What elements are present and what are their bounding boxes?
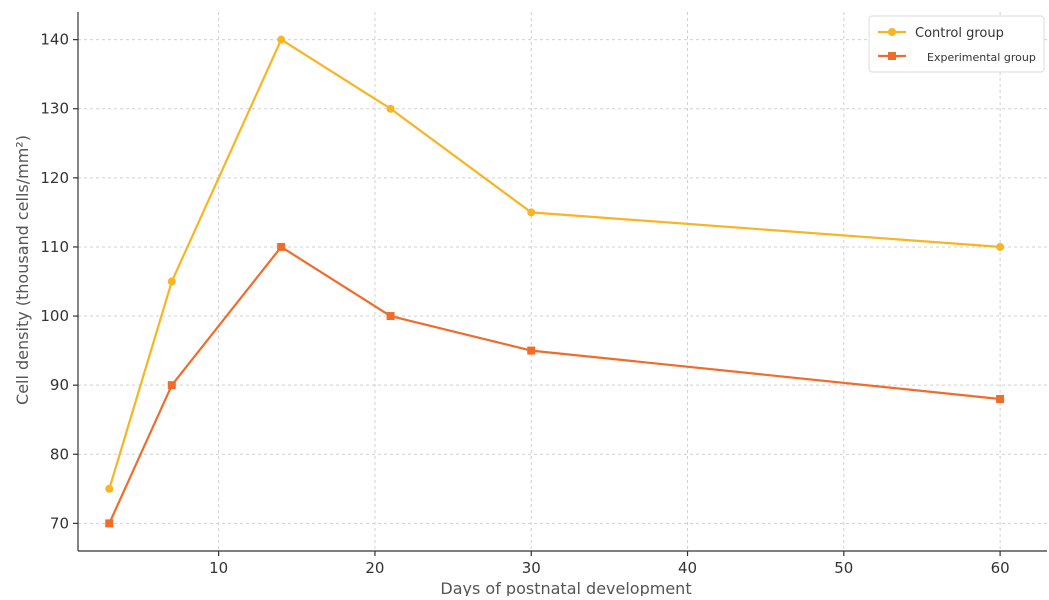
data-point-experimental: [527, 346, 536, 355]
y-tick-label: 130: [40, 100, 69, 118]
legend-marker-control: [888, 28, 896, 36]
series-line-experimental: [108, 245, 1001, 524]
data-point-control: [386, 104, 395, 113]
x-tick-label: 30: [522, 559, 541, 577]
x-tick-label: 40: [678, 559, 697, 577]
data-point-experimental: [996, 394, 1005, 403]
x-tick-label: 50: [834, 559, 853, 577]
data-point-experimental: [277, 242, 286, 251]
legend-marker-experimental: [888, 52, 896, 60]
data-point-experimental: [105, 519, 114, 528]
y-tick-label: 100: [40, 307, 69, 325]
data-point-control: [527, 208, 536, 217]
series-line-control: [108, 38, 1001, 490]
legend-label-experimental: Experimental group: [927, 51, 1036, 64]
y-tick-label: 140: [40, 31, 69, 49]
data-point-control: [167, 277, 176, 286]
legend-box: [868, 15, 1045, 73]
y-tick-label: 90: [50, 376, 69, 394]
y-tick-label: 110: [40, 238, 69, 256]
data-point-control: [105, 484, 114, 493]
data-point-control: [996, 242, 1005, 251]
legend: Control group Experimental group: [868, 15, 1045, 73]
grid: [78, 12, 1047, 551]
x-tick-label: 20: [365, 559, 384, 577]
data-point-experimental: [386, 312, 395, 321]
axes: 10 20 30 40 50 60 70 80 90 100 110 120 130 140: [40, 12, 1047, 577]
data-point-experimental: [167, 381, 176, 390]
data-point-control: [277, 35, 286, 44]
legend-label-control: Control group: [915, 26, 1004, 41]
y-tick-label: 120: [40, 169, 69, 187]
series-layer: [105, 35, 1005, 528]
y-tick-label: 70: [50, 514, 69, 532]
x-tick-label: 10: [209, 559, 228, 577]
y-axis-title: Cell density (thousand cells/mm²): [13, 135, 32, 405]
x-tick-label: 60: [991, 559, 1010, 577]
x-axis-title: Days of postnatal development: [440, 579, 691, 596]
y-tick-label: 80: [50, 445, 69, 463]
